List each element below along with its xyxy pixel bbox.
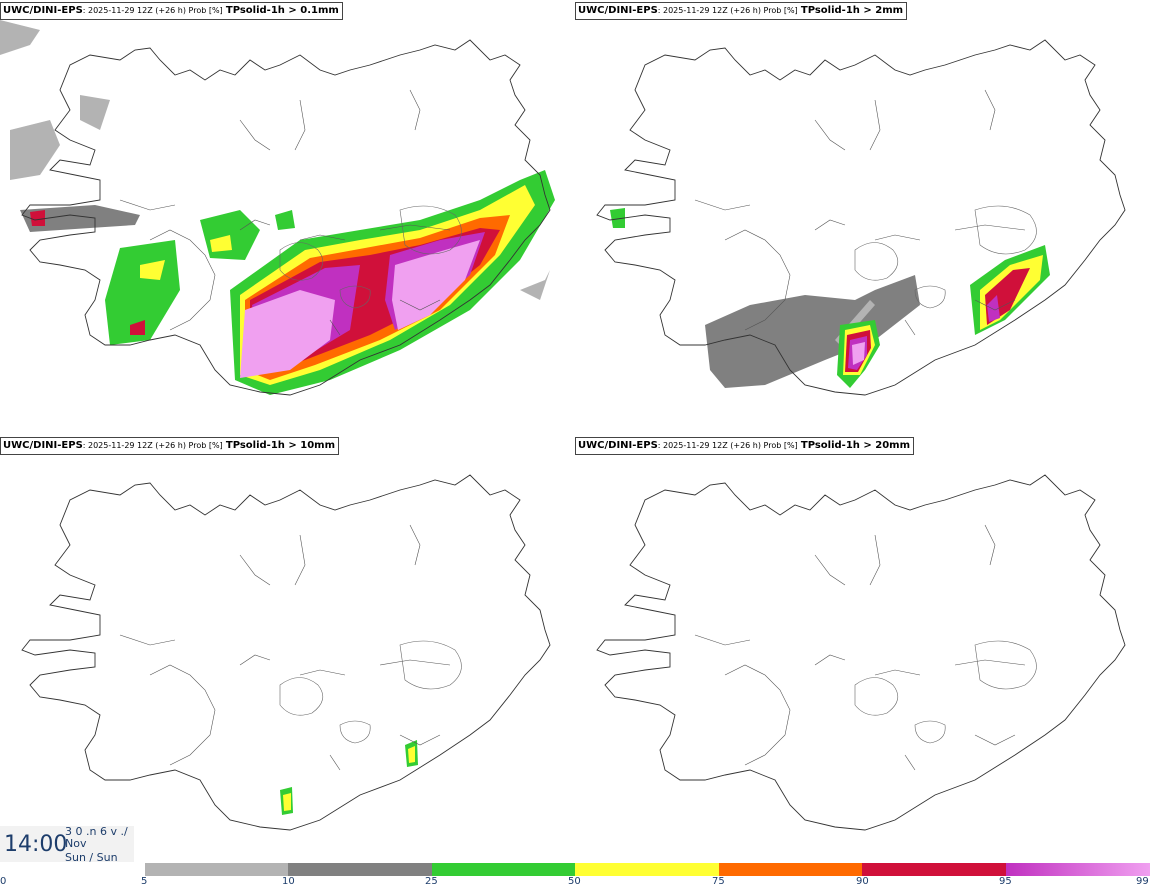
map-panel-20mm: UWC/DINI-EPS: 2025-11-29 12Z (+26 h) Pro… xyxy=(575,435,1150,865)
valid-time-box: 14:00 3 0 .n 6 v ./ Nov Sun / Sun xyxy=(0,825,134,864)
color-legend xyxy=(145,863,1150,876)
legend-tick-10: 10 xyxy=(282,876,295,887)
legend-tick-0: 0 xyxy=(0,876,7,887)
parameter-label: TPsolid-1h > 0.1mm xyxy=(225,5,339,16)
map-panel-0.1mm: UWC/DINI-EPS: 2025-11-29 12Z (+26 h) Pro… xyxy=(0,0,575,430)
legend-seg-95 xyxy=(1006,863,1150,876)
valid-time: 14:00 xyxy=(4,832,68,857)
legend-tick-50: 50 xyxy=(568,876,581,887)
legend-seg-90 xyxy=(862,863,1006,876)
model-name: UWC/DINI-EPS xyxy=(578,440,658,451)
map-panel-2mm: UWC/DINI-EPS: 2025-11-29 12Z (+26 h) Pro… xyxy=(575,0,1150,430)
legend-tick-99: 99 xyxy=(1136,876,1149,887)
legend-seg-10 xyxy=(288,863,432,876)
legend-tick-90: 90 xyxy=(856,876,869,887)
parameter-label: TPsolid-1h > 2mm xyxy=(800,5,904,16)
run-meta: : 2025-11-29 12Z (+26 h) Prob [%] xyxy=(82,6,223,15)
prob-map-0.1mm xyxy=(0,20,555,396)
parameter-label: TPsolid-1h > 20mm xyxy=(800,440,911,451)
run-meta: : 2025-11-29 12Z (+26 h) Prob [%] xyxy=(657,6,798,15)
map-panel-10mm: UWC/DINI-EPS: 2025-11-29 12Z (+26 h) Pro… xyxy=(0,435,575,865)
model-name: UWC/DINI-EPS xyxy=(3,440,83,451)
date-line-1: 3 0 .n 6 v ./ xyxy=(65,825,128,838)
legend-seg-75 xyxy=(719,863,862,876)
legend-seg-25 xyxy=(432,863,575,876)
run-meta: : 2025-11-29 12Z (+26 h) Prob [%] xyxy=(82,441,223,450)
parameter-label: TPsolid-1h > 10mm xyxy=(225,440,336,451)
panel-title: UWC/DINI-EPS: 2025-11-29 12Z (+26 h) Pro… xyxy=(0,2,343,20)
run-meta: : 2025-11-29 12Z (+26 h) Prob [%] xyxy=(657,441,798,450)
panel-title: UWC/DINI-EPS: 2025-11-29 12Z (+26 h) Pro… xyxy=(575,2,908,20)
legend-seg-50 xyxy=(575,863,719,876)
legend-tick-95: 95 xyxy=(999,876,1012,887)
legend-tick-5: 5 xyxy=(141,876,148,887)
prob-map-20mm xyxy=(596,474,1126,831)
model-name: UWC/DINI-EPS xyxy=(3,5,83,16)
date-line-2: Nov xyxy=(65,837,87,850)
legend-seg-5 xyxy=(145,863,288,876)
date-line-3: Sun / Sun xyxy=(65,851,118,864)
prob-map-2mm xyxy=(596,39,1126,396)
panel-title: UWC/DINI-EPS: 2025-11-29 12Z (+26 h) Pro… xyxy=(0,437,340,455)
prob-map-10mm xyxy=(21,474,551,831)
model-name: UWC/DINI-EPS xyxy=(578,5,658,16)
legend-tick-25: 25 xyxy=(425,876,438,887)
legend-tick-75: 75 xyxy=(712,876,725,887)
panel-title: UWC/DINI-EPS: 2025-11-29 12Z (+26 h) Pro… xyxy=(575,437,915,455)
